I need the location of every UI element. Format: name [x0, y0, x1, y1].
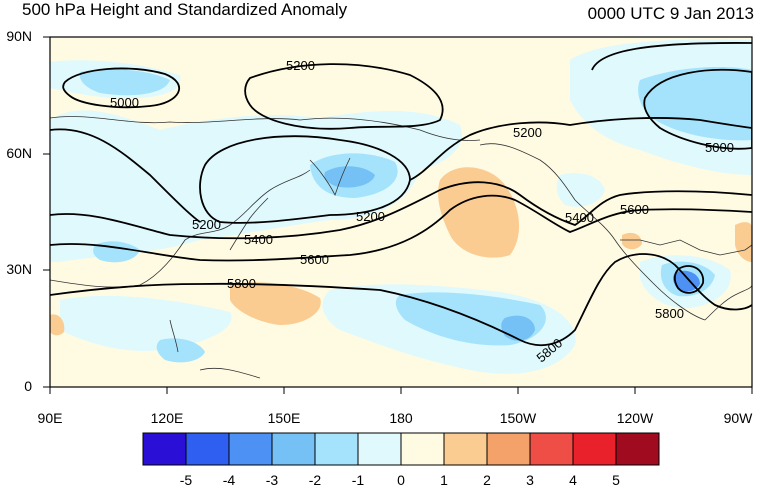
- colorbar-swatch: [142, 432, 187, 466]
- anomaly-shade-siberia: [50, 110, 462, 263]
- anomaly-shade-central-siberia-core: [324, 166, 375, 188]
- colorbar-swatch: [400, 432, 445, 466]
- colorbar-swatch: [271, 432, 316, 466]
- lon-label: 180: [389, 410, 413, 426]
- lon-label: 150E: [267, 410, 301, 426]
- coastline-kamchatka: [309, 157, 351, 197]
- anomaly-shade-positive-central-pacific: [438, 167, 520, 258]
- lon-label: 120E: [150, 410, 184, 426]
- colorbar-swatch: [314, 432, 359, 466]
- coastline-philippines: [169, 319, 179, 353]
- contour-label: 5200: [192, 217, 221, 232]
- coastline-us-mexico: [620, 239, 752, 256]
- lat-label: 90N: [6, 28, 32, 44]
- coastline-eurasia-north: [50, 116, 481, 141]
- contour-label: 5400: [565, 210, 594, 225]
- contour-5200-east-arctic: [591, 42, 752, 71]
- colorbar-tick-label: 2: [483, 472, 491, 488]
- anomaly-shading: [50, 39, 752, 374]
- contour-label: 5600: [300, 252, 329, 267]
- colorbar-swatch: [185, 432, 230, 466]
- coastline-japan: [229, 197, 269, 251]
- anomaly-shade-mexico-deep: [673, 270, 700, 292]
- anomaly-shade-positive-us-west: [622, 232, 642, 250]
- lon-label: 90E: [37, 410, 63, 426]
- anomaly-shade-positive-us-east: [735, 222, 752, 262]
- contour-label: 5800: [655, 306, 684, 321]
- colorbar-tick-label: -5: [179, 472, 193, 488]
- contour-label: 5000: [705, 140, 734, 155]
- anomaly-shade-positive-subtropics: [230, 282, 321, 325]
- axis-ticks: [43, 36, 753, 394]
- lat-label: 0: [24, 378, 32, 394]
- height-contours: [50, 42, 752, 347]
- contour-5200-siberia: [199, 135, 411, 224]
- colorbar-swatch: [529, 432, 574, 466]
- colorbar-swatch: [486, 432, 531, 466]
- colorbar-tick-label: 1: [440, 472, 448, 488]
- colorbar-tick-label: 4: [569, 472, 577, 488]
- colorbar-swatch: [615, 432, 660, 466]
- anomaly-shade-west-us: [556, 173, 605, 207]
- contour-5800: [50, 253, 752, 347]
- contour-label: 5200: [286, 58, 315, 73]
- contour-label: 5200: [513, 125, 542, 140]
- contour-5600: [50, 194, 752, 262]
- colorbar: [142, 432, 660, 466]
- colorbar-tick-label: 0: [397, 472, 405, 488]
- colorbar-tick-label: 5: [612, 472, 620, 488]
- lat-label: 60N: [6, 145, 32, 161]
- contour-label: 5200: [356, 209, 385, 224]
- contour-5880-mexico: [673, 265, 704, 294]
- colorbar-tick-label: -2: [308, 472, 322, 488]
- lon-label: 150W: [499, 410, 537, 426]
- coastline-new-guinea: [199, 367, 261, 379]
- lat-label: 30N: [6, 261, 32, 277]
- coastline-central-america: [704, 284, 752, 321]
- anomaly-shade-nw-core: [79, 69, 170, 96]
- anomaly-shade-arctic-core: [638, 67, 752, 141]
- contour-5200-arctic: [244, 63, 444, 130]
- map-datetime: 0000 UTC 9 Jan 2013: [587, 4, 754, 23]
- contour-5400: [50, 181, 752, 240]
- contour-5000-west: [62, 67, 180, 109]
- colorbar-swatch: [572, 432, 617, 466]
- lon-label: 120W: [616, 410, 654, 426]
- colorbar-tick-label: -4: [222, 472, 236, 488]
- contour-label: 5000: [110, 95, 139, 110]
- map-title: 500 hPa Height and Standardized Anomaly: [22, 0, 348, 19]
- contour-label: 5600: [620, 202, 649, 217]
- contour-label: 5800: [227, 276, 256, 291]
- contour-label: 5400: [244, 232, 273, 247]
- colorbar-swatch: [228, 432, 273, 466]
- contour-5200-band: [50, 117, 752, 223]
- anomaly-shade-western-pacific: [156, 338, 205, 363]
- anomaly-shade-positive-east-asia: [50, 314, 65, 336]
- colorbar-swatch: [357, 432, 402, 466]
- colorbar-tick-label: 3: [526, 472, 534, 488]
- colorbar-tick-label: -3: [265, 472, 279, 488]
- colorbar-swatch: [443, 432, 488, 466]
- anomaly-shade-subtropics-west: [60, 295, 232, 351]
- coastline-alaska: [479, 143, 576, 201]
- lon-label: 90W: [723, 410, 753, 426]
- colorbar-tick-label: -1: [351, 472, 365, 488]
